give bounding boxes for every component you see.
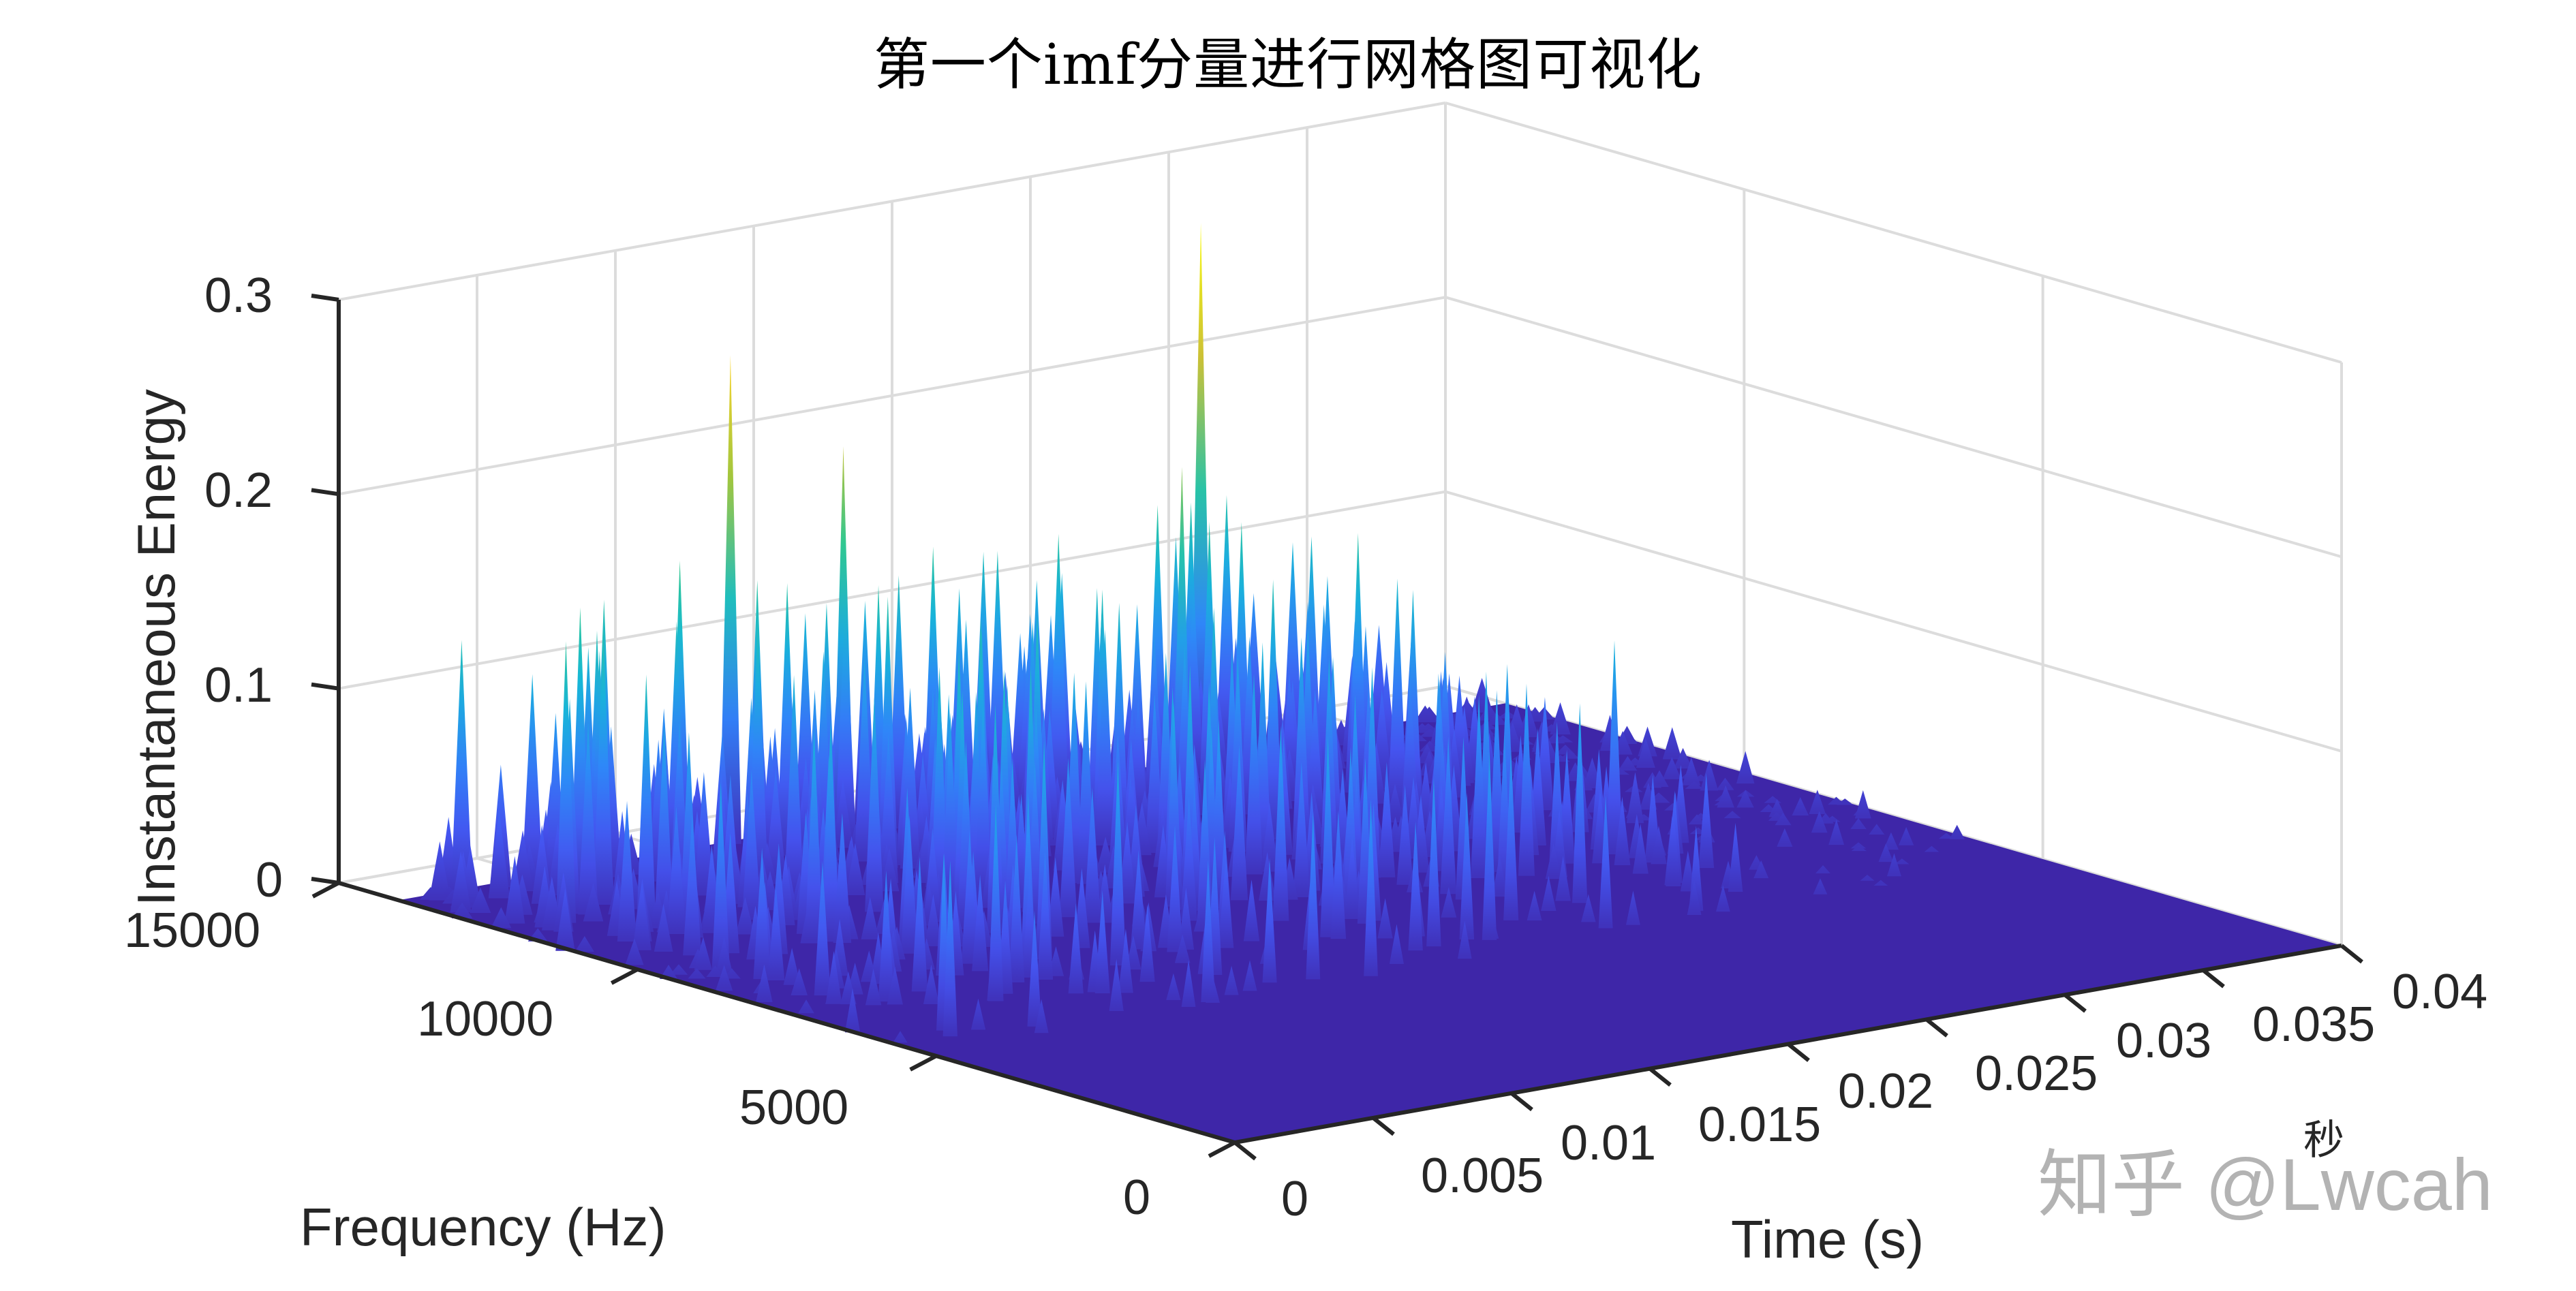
x-tick-0.03: 0.03 (2116, 1014, 2212, 1068)
x-tick-0.04: 0.04 (2392, 965, 2488, 1019)
x-tick-0.035: 0.035 (2252, 997, 2376, 1052)
x-tick-0.02: 0.02 (1838, 1064, 1934, 1119)
y-tick-5000: 5000 (739, 1080, 849, 1135)
y-tick-10000: 10000 (417, 992, 554, 1046)
y-tick-15000: 15000 (124, 903, 261, 958)
x-axis-label: Time (s) (1731, 1209, 1925, 1269)
watermark: 知乎 @Lwcah (2038, 1143, 2493, 1226)
x-unit-label: 秒 (2303, 1117, 2344, 1164)
z-axis-label: Instantaneous Energy (126, 389, 186, 906)
x-tick-0.015: 0.015 (1698, 1098, 1822, 1152)
z-tick-0: 0 (256, 853, 283, 907)
energy-surface (398, 223, 2342, 1142)
x-tick-0.005: 0.005 (1421, 1149, 1544, 1203)
x-tick-0: 0 (1281, 1172, 1309, 1226)
z-tick-0.3: 0.3 (204, 268, 273, 323)
y-tick-0: 0 (1123, 1170, 1151, 1225)
z-tick-0.1: 0.1 (204, 658, 273, 713)
chart-title: 第一个imf分量进行网格图可视化 (873, 33, 1703, 97)
axes-lines (311, 294, 2363, 1161)
x-tick-0.01: 0.01 (1561, 1116, 1657, 1170)
x-tick-0.025: 0.025 (1975, 1046, 2098, 1101)
z-tick-0.2: 0.2 (204, 463, 273, 518)
y-axis-label: Frequency (Hz) (300, 1197, 666, 1257)
